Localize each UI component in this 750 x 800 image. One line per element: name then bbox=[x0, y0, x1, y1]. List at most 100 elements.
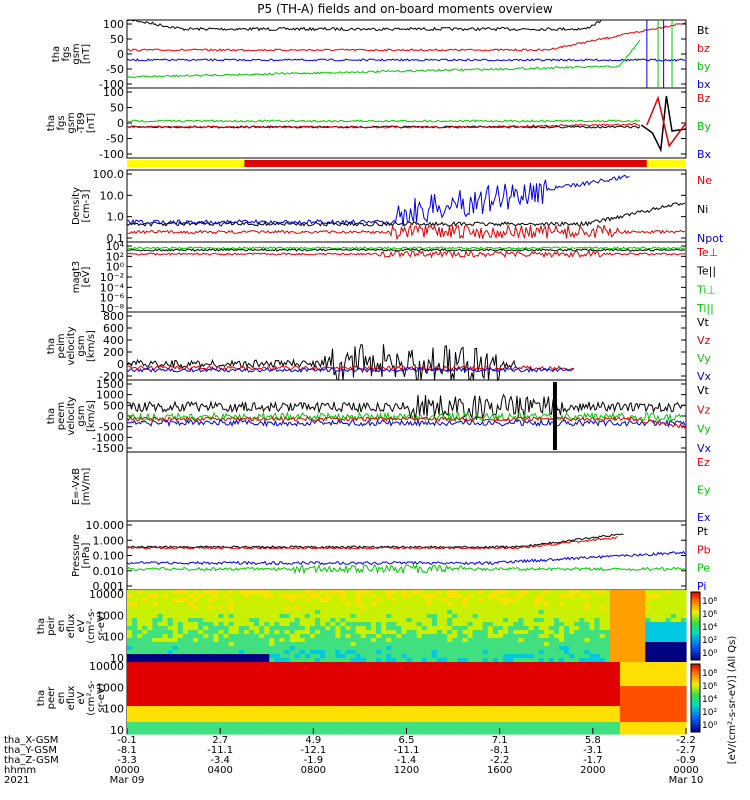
spec-cell-peer bbox=[157, 674, 164, 679]
spec-cell-peer bbox=[614, 678, 621, 683]
spec-cell-peir bbox=[457, 598, 463, 603]
spec-cell-peir bbox=[548, 630, 555, 635]
spec-cell-peir bbox=[574, 598, 580, 603]
spec-cell-peir bbox=[457, 606, 463, 611]
spec-cell-peir bbox=[284, 590, 291, 595]
spec-cell-peer bbox=[625, 686, 631, 691]
spec-cell-peer bbox=[574, 694, 580, 699]
spec-cell-peir bbox=[340, 642, 347, 647]
spec-cell-peir bbox=[177, 654, 184, 659]
spec-cell-peer bbox=[508, 710, 514, 715]
spec-cell-peer bbox=[640, 726, 646, 731]
spec-cell-peer bbox=[548, 710, 555, 715]
spec-cell-peir bbox=[203, 626, 209, 631]
spec-cell-peir bbox=[523, 602, 530, 607]
spec-cell-peer bbox=[431, 678, 438, 683]
spec-cell-peir bbox=[553, 590, 560, 595]
spec-cell-peir bbox=[401, 618, 408, 623]
xrow-label-2: tha_Z-GSM bbox=[4, 755, 59, 766]
spec-cell-peir bbox=[315, 650, 321, 655]
spec-cell-peer bbox=[665, 670, 672, 675]
spec-cell-peir bbox=[162, 642, 169, 647]
spec-cell-peer bbox=[558, 730, 565, 735]
spec-cell-peir bbox=[304, 618, 311, 623]
ylabel-peer-0: tha bbox=[36, 690, 47, 706]
spec-cell-peer bbox=[360, 674, 367, 679]
spec-cell-peer bbox=[538, 726, 545, 731]
spec-cell-peir bbox=[401, 650, 408, 655]
spec-cell-peir bbox=[569, 610, 575, 615]
spec-cell-peer bbox=[594, 690, 601, 695]
ytick-label-ve-4: -500 bbox=[99, 421, 124, 434]
spec-cell-peer bbox=[564, 678, 570, 683]
spec-cell-peer bbox=[543, 678, 550, 683]
spec-cell-peer bbox=[259, 682, 265, 687]
spec-cell-peer bbox=[599, 706, 606, 711]
spec-cell-peer bbox=[462, 710, 469, 715]
spec-cell-peir bbox=[416, 618, 423, 623]
spec-cell-peir bbox=[157, 654, 164, 659]
spec-cell-peir bbox=[137, 654, 143, 659]
spec-cell-peir bbox=[604, 618, 611, 623]
series-vi-Vz bbox=[126, 364, 575, 371]
spec-cell-peir bbox=[304, 650, 311, 655]
spec-cell-peer bbox=[238, 670, 245, 675]
spec-cell-peer bbox=[391, 690, 397, 695]
spec-cell-peir bbox=[411, 598, 418, 603]
spec-cell-peer bbox=[320, 710, 326, 715]
spec-cell-peer bbox=[355, 706, 362, 711]
spec-cell-peir bbox=[609, 590, 616, 595]
spec-cell-peer bbox=[619, 722, 626, 727]
ylabel-fgs-2: gsm bbox=[71, 43, 82, 64]
spec-cell-peer bbox=[579, 690, 585, 695]
spec-cell-peer bbox=[614, 682, 621, 687]
spec-cell-peer bbox=[157, 678, 164, 683]
spec-cell-peer bbox=[172, 714, 179, 719]
spec-cell-peer bbox=[609, 726, 616, 731]
spec-cell-peer bbox=[325, 714, 331, 719]
spec-cell-peer bbox=[472, 702, 479, 707]
spec-cell-peer bbox=[609, 718, 616, 723]
spec-cell-peir bbox=[508, 622, 514, 627]
spec-cell-peer bbox=[411, 682, 418, 687]
spec-cell-peir bbox=[248, 638, 255, 643]
spec-cell-peer bbox=[177, 690, 184, 695]
spec-cell-peer bbox=[503, 714, 509, 719]
spec-cell-peer bbox=[218, 722, 225, 727]
spec-cell-peer bbox=[487, 662, 494, 667]
spec-cell-peer bbox=[340, 718, 347, 723]
ylabel-pressure-0: Pressure bbox=[71, 534, 82, 577]
spec-cell-peer bbox=[228, 718, 235, 723]
spec-cell-peir bbox=[203, 654, 209, 659]
spec-cell-peer bbox=[630, 714, 636, 719]
spec-cell-peer bbox=[625, 674, 631, 679]
spec-cell-peir bbox=[508, 654, 514, 659]
spec-cell-peer bbox=[574, 698, 580, 703]
spec-cell-peer bbox=[442, 666, 448, 671]
spec-cell-peir bbox=[147, 614, 154, 619]
spec-cell-peer bbox=[609, 710, 616, 715]
spec-cell-peir bbox=[182, 598, 189, 603]
spec-cell-peer bbox=[553, 726, 560, 731]
legend-pressure-3: Pi bbox=[697, 580, 706, 593]
spec-cell-peir bbox=[274, 606, 281, 611]
spec-cell-peir bbox=[635, 614, 641, 619]
spec-cell-peir bbox=[193, 602, 199, 607]
spec-cell-peer bbox=[162, 714, 169, 719]
spec-cell-peir bbox=[355, 638, 362, 643]
xtick-5-3: 2000 bbox=[580, 765, 605, 776]
spec-cell-peir bbox=[543, 658, 550, 663]
spec-cell-peir bbox=[513, 642, 519, 647]
spec-cell-peir bbox=[497, 614, 504, 619]
spec-cell-peir bbox=[635, 598, 641, 603]
spec-cell-peir bbox=[386, 610, 392, 615]
spec-cell-peer bbox=[528, 730, 535, 735]
spec-cell-peir bbox=[558, 630, 565, 635]
spec-cell-peer bbox=[304, 674, 311, 679]
spec-cell-peir bbox=[233, 642, 240, 647]
spec-cell-peir bbox=[294, 622, 301, 627]
spec-cell-peir bbox=[152, 618, 159, 623]
spec-cell-peir bbox=[381, 630, 387, 635]
spec-cell-peir bbox=[482, 610, 489, 615]
spec-cell-peir bbox=[391, 634, 397, 639]
